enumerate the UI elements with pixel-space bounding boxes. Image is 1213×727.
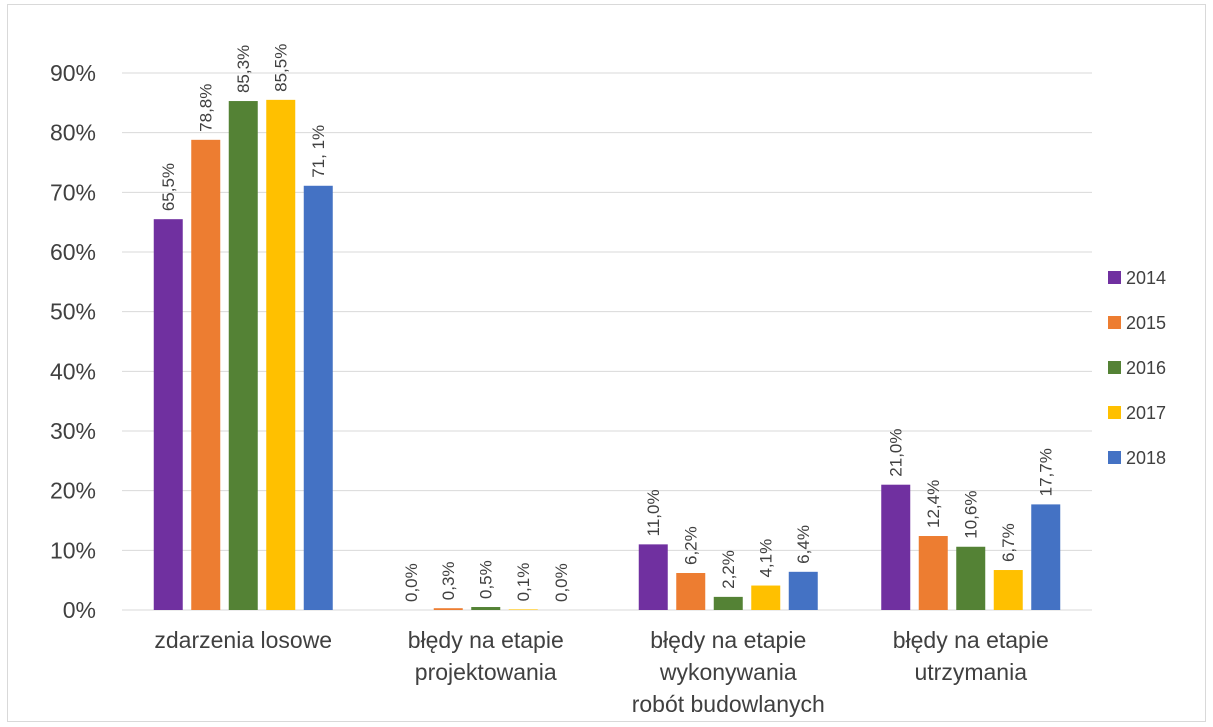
- data-label: 6,2%: [682, 526, 701, 565]
- category-label: utrzymania: [915, 659, 1028, 685]
- y-tick-label: 10%: [50, 537, 96, 563]
- bar-2016: [471, 607, 501, 610]
- legend-swatch: [1108, 271, 1121, 284]
- bar-2017: [751, 585, 781, 610]
- data-label: 4,1%: [757, 539, 776, 578]
- y-tick-label: 20%: [50, 478, 96, 504]
- bar-2014: [638, 544, 668, 610]
- data-label: 12,4%: [924, 480, 943, 528]
- bar-2016: [713, 596, 743, 610]
- bar-2015: [676, 573, 706, 610]
- y-tick-label: 40%: [50, 358, 96, 384]
- legend-label: 2015: [1126, 313, 1166, 333]
- data-label: 17,7%: [1037, 448, 1056, 496]
- data-label: 0,0%: [552, 563, 571, 602]
- data-label: 21,0%: [887, 428, 906, 476]
- data-label: 65,5%: [159, 163, 178, 211]
- legend: 2014 2015 2016 2017 2018: [1108, 268, 1166, 468]
- category-label: błędy na etapie: [650, 627, 806, 653]
- category-label: błędy na etapie: [893, 627, 1049, 653]
- category-label: błędy na etapie: [408, 627, 564, 653]
- x-axis-categories: zdarzenia losowe błędy na etapie projektow…: [154, 627, 1048, 717]
- data-label: 11,0%: [644, 489, 663, 536]
- legend-swatch: [1108, 406, 1121, 419]
- data-label: 0,0%: [402, 563, 421, 602]
- legend-swatch: [1108, 451, 1121, 464]
- data-label: 0,3%: [439, 561, 458, 600]
- data-label: 85,3%: [234, 45, 253, 93]
- legend-label: 2018: [1126, 448, 1166, 468]
- y-tick-label: 50%: [50, 299, 96, 325]
- bar-2016: [228, 101, 258, 610]
- bar-2015: [191, 139, 221, 610]
- bar-2018: [1031, 504, 1061, 610]
- bars: [153, 99, 1061, 610]
- legend-swatch: [1108, 361, 1121, 374]
- data-label: 6,7%: [999, 523, 1018, 562]
- y-tick-label: 60%: [50, 239, 96, 265]
- bar-2014: [881, 484, 911, 610]
- bar-2018: [303, 185, 333, 610]
- bar-2015: [918, 536, 948, 610]
- legend-swatch: [1108, 316, 1121, 329]
- category-label: wykonywania: [659, 659, 797, 685]
- bar-2017: [993, 570, 1023, 610]
- y-tick-label: 0%: [63, 597, 96, 623]
- data-label: 71, 1%: [309, 125, 328, 178]
- bar-2017: [508, 609, 538, 610]
- bar-2018: [788, 571, 818, 610]
- y-axis-ticks: 0% 10% 20% 30% 40% 50% 60% 70% 80% 90%: [50, 60, 96, 623]
- y-tick-label: 90%: [50, 60, 96, 86]
- data-label: 0,1%: [514, 563, 533, 602]
- data-label: 6,4%: [794, 525, 813, 564]
- legend-label: 2014: [1126, 268, 1166, 288]
- data-label: 85,5%: [272, 44, 291, 92]
- category-label: zdarzenia losowe: [154, 627, 332, 653]
- y-tick-label: 30%: [50, 418, 96, 444]
- data-label: 0,5%: [477, 560, 496, 599]
- category-label: projektowania: [415, 659, 557, 685]
- bar-2014: [153, 219, 183, 610]
- y-tick-label: 80%: [50, 120, 96, 146]
- bar-2016: [956, 546, 986, 610]
- legend-label: 2017: [1126, 403, 1166, 423]
- y-tick-label: 70%: [50, 179, 96, 205]
- category-label: robót budowlanych: [632, 691, 825, 717]
- legend-label: 2016: [1126, 358, 1166, 378]
- bar-2017: [266, 99, 296, 610]
- bar-2015: [433, 608, 463, 610]
- data-label: 78,8%: [197, 84, 216, 132]
- data-labels: 65,5% 78,8% 85,3% 85,5% 71, 1% 0,0% 0,3% 0,5% 0,…: [159, 44, 1056, 602]
- data-label: 2,2%: [719, 550, 738, 589]
- data-label: 10,6%: [962, 491, 981, 539]
